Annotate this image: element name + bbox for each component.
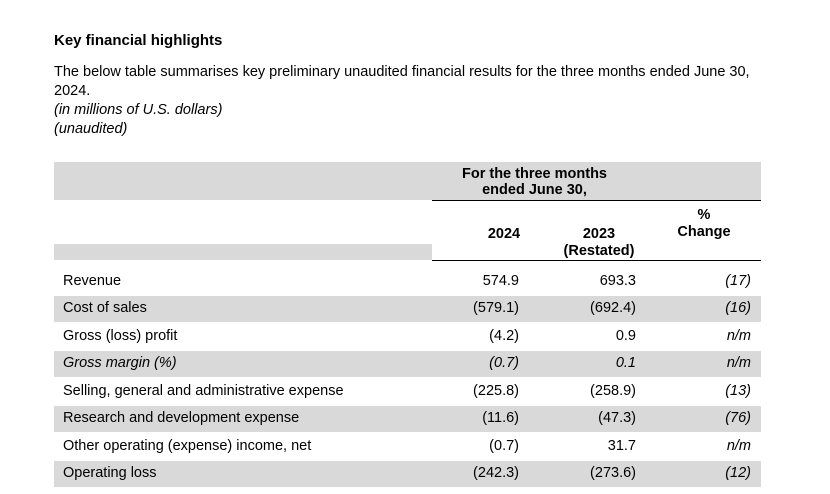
period-group-header: For the three months ended June 30, xyxy=(461,166,607,198)
table-row: Cost of sales (579.1) (692.4) (16) xyxy=(54,296,761,322)
unaudited-note: (unaudited) xyxy=(54,121,128,137)
row-label: Revenue xyxy=(63,273,122,289)
value-change: (17) xyxy=(725,273,751,289)
row-label: Cost of sales xyxy=(63,300,147,316)
col-header-2024: 2024 xyxy=(487,226,521,242)
value-2024: 574.9 xyxy=(482,273,519,289)
row-label: Gross margin (%) xyxy=(63,355,177,371)
row-label: Research and development expense xyxy=(63,410,300,426)
table-row: Revenue 574.9 693.3 (17) xyxy=(54,269,761,295)
value-2023: (273.6) xyxy=(590,465,636,481)
row-label: Selling, general and administrative expe… xyxy=(63,383,344,399)
table-row: Selling, general and administrative expe… xyxy=(54,379,761,405)
value-change: (12) xyxy=(725,465,751,481)
table-row: Research and development expense (11.6) … xyxy=(54,406,761,432)
intro-paragraph: The below table summarises key prelimina… xyxy=(54,63,764,139)
header-rule-bottom xyxy=(432,260,761,261)
value-2024: (0.7) xyxy=(489,355,519,371)
value-2023: (258.9) xyxy=(590,383,636,399)
value-2024: (579.1) xyxy=(473,300,519,316)
table-row: Gross (loss) profit (4.2) 0.9 n/m xyxy=(54,324,761,350)
value-change: (76) xyxy=(725,410,751,426)
value-change: n/m xyxy=(726,438,751,454)
header-band-bottom xyxy=(54,244,432,260)
value-2024: (242.3) xyxy=(473,465,519,481)
value-change: (13) xyxy=(725,383,751,399)
units-note: (in millions of U.S. dollars) xyxy=(54,102,223,118)
value-2024: (225.8) xyxy=(473,383,519,399)
header-rule-top xyxy=(432,200,761,201)
table-row: Other operating (expense) income, net (0… xyxy=(54,434,761,460)
value-change: n/m xyxy=(726,355,751,371)
col-header-2023: 2023 (Restated) xyxy=(563,226,635,259)
header-band-top xyxy=(54,162,761,200)
value-change: (16) xyxy=(725,300,751,316)
section-heading: Key financial highlights xyxy=(54,32,223,49)
row-label: Gross (loss) profit xyxy=(63,328,178,344)
value-2024: (11.6) xyxy=(482,410,519,426)
value-2023: (692.4) xyxy=(590,300,636,316)
value-2024: (4.2) xyxy=(489,328,519,344)
value-2023: 0.9 xyxy=(615,328,636,344)
value-change: n/m xyxy=(726,328,751,344)
value-2023: 31.7 xyxy=(607,438,636,454)
value-2023: 693.3 xyxy=(599,273,636,289)
col-header-change: % Change xyxy=(677,207,731,240)
value-2023: (47.3) xyxy=(598,410,636,426)
row-label: Other operating (expense) income, net xyxy=(63,438,312,454)
value-2023: 0.1 xyxy=(615,355,636,371)
value-2024: (0.7) xyxy=(489,438,519,454)
table-row: Gross margin (%) (0.7) 0.1 n/m xyxy=(54,351,761,377)
table-row: Operating loss (242.3) (273.6) (12) xyxy=(54,461,761,487)
intro-text: The below table summarises key prelimina… xyxy=(54,64,750,99)
row-label: Operating loss xyxy=(63,465,157,481)
